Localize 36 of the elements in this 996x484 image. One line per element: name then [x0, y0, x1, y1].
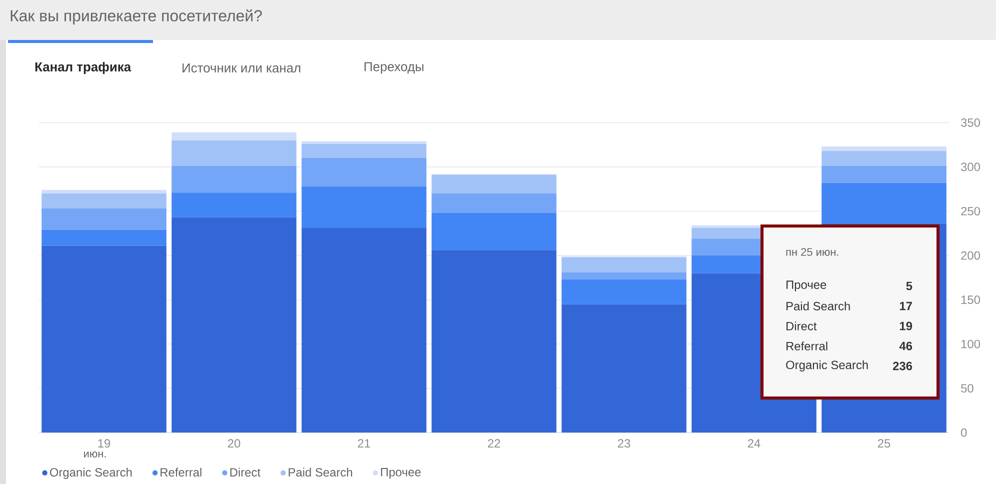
x-tick-label: 19	[98, 439, 110, 448]
x-tick-label: 20	[228, 439, 240, 448]
annotation: Referral	[786, 342, 828, 350]
y-tick-label: 300	[960, 162, 980, 172]
x-tick-label: 22	[488, 439, 500, 448]
annotation: 17	[900, 302, 912, 310]
annotation: 19	[900, 322, 912, 330]
annotation: 5	[906, 282, 912, 290]
legend-label: Referral	[160, 468, 202, 477]
annotation: Organic Search	[786, 360, 868, 372]
text: Переходы	[364, 62, 424, 74]
annotation: Direct	[786, 322, 817, 330]
y-tick-label: 250	[961, 206, 980, 216]
annotation: пн 25 июн.	[786, 248, 838, 256]
text: Канал трафика	[35, 62, 132, 74]
legend-label: Organic Search	[50, 468, 132, 479]
legend-label: Direct	[230, 468, 260, 477]
y-tick-label: 200	[961, 251, 980, 260]
y-tick-label: 150	[961, 296, 980, 304]
chart-title: Как вы привлекаете посетителей?	[10, 9, 262, 25]
y-tick-label: 100	[961, 340, 980, 348]
text: Источник или канал	[182, 63, 300, 72]
annotation: Прочее	[786, 280, 826, 292]
text: июн.	[84, 452, 106, 458]
y-tick-label: 0	[960, 428, 967, 437]
annotation: 46	[899, 342, 912, 350]
x-tick-label: 23	[618, 439, 630, 448]
y-tick-label: 50	[961, 384, 974, 393]
x-tick-label: 21	[358, 439, 370, 448]
annotation: 236	[892, 362, 912, 370]
x-tick-label: 25	[878, 439, 890, 448]
annotation: Paid Search	[786, 302, 850, 310]
x-tick-label: 24	[748, 439, 760, 448]
legend-label: Paid Search	[288, 468, 352, 477]
legend-label: Прочее	[381, 468, 421, 479]
y-tick-label: 350	[960, 118, 980, 127]
